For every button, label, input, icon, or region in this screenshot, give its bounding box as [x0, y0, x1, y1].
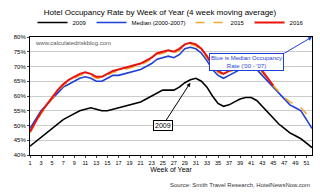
svg-text:40%: 40%	[14, 152, 27, 158]
svg-text:55%: 55%	[14, 108, 27, 114]
svg-text:2009: 2009	[73, 20, 87, 26]
svg-text:50%: 50%	[14, 123, 27, 129]
svg-text:33: 33	[204, 160, 210, 166]
svg-text:41: 41	[248, 160, 254, 166]
svg-text:Week of Year: Week of Year	[150, 166, 192, 173]
svg-text:2009: 2009	[155, 122, 171, 129]
svg-text:5: 5	[51, 160, 54, 166]
svg-text:29: 29	[182, 160, 188, 166]
svg-text:80%: 80%	[14, 34, 27, 40]
svg-text:51: 51	[303, 160, 309, 166]
svg-text:19: 19	[126, 160, 132, 166]
svg-text:2016: 2016	[290, 20, 304, 26]
svg-text:39: 39	[237, 160, 243, 166]
svg-text:9: 9	[73, 160, 76, 166]
svg-text:23: 23	[149, 160, 155, 166]
svg-text:49: 49	[292, 160, 298, 166]
svg-text:65%: 65%	[14, 78, 27, 84]
svg-text:www.calculatedriskblog.com: www.calculatedriskblog.com	[35, 40, 111, 46]
svg-text:21: 21	[138, 160, 144, 166]
svg-text:37: 37	[226, 160, 232, 166]
svg-text:Median (2000-2007): Median (2000-2007)	[132, 20, 186, 26]
svg-text:31: 31	[193, 160, 199, 166]
svg-text:17: 17	[115, 160, 121, 166]
svg-text:Source: Smith Travel Research,: Source: Smith Travel Research, HotelNews…	[170, 182, 310, 188]
svg-text:13: 13	[93, 160, 99, 166]
svg-text:43: 43	[259, 160, 265, 166]
svg-text:15: 15	[104, 160, 110, 166]
svg-text:70%: 70%	[14, 64, 27, 70]
svg-text:7: 7	[62, 160, 65, 166]
svg-text:45: 45	[270, 160, 276, 166]
svg-text:1: 1	[28, 160, 31, 166]
svg-text:25: 25	[160, 160, 166, 166]
svg-text:35: 35	[215, 160, 221, 166]
svg-text:Hotel Occupancy Rate by Week o: Hotel Occupancy Rate by Week of Year (4 …	[44, 8, 277, 17]
svg-text:47: 47	[281, 160, 287, 166]
svg-text:3: 3	[40, 160, 43, 166]
svg-text:75%: 75%	[14, 49, 27, 55]
svg-text:60%: 60%	[14, 93, 27, 99]
svg-text:45%: 45%	[14, 137, 27, 143]
svg-text:2015: 2015	[231, 20, 245, 26]
svg-text:11: 11	[82, 160, 88, 166]
svg-text:Blue is Median OccupancyRate (: Blue is Median OccupancyRate ('00 - '07)	[211, 55, 282, 69]
svg-text:27: 27	[171, 160, 177, 166]
